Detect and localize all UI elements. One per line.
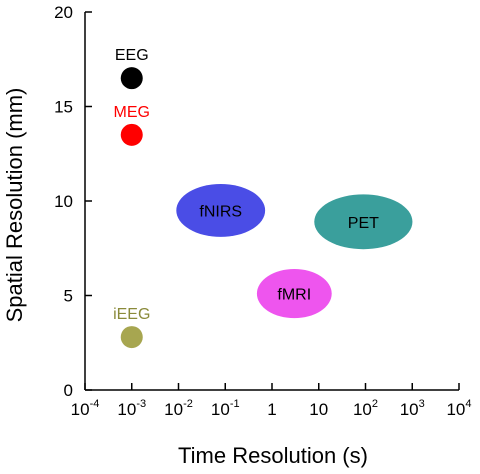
y-tick-label: 10 — [54, 192, 73, 211]
point-meg — [120, 123, 143, 146]
region-fnirs — [176, 183, 266, 237]
point-label-eeg: EEG — [115, 47, 149, 64]
y-tick-label: 15 — [54, 98, 73, 117]
region-label-fmri: fMRI — [277, 287, 311, 304]
x-tick-label: 104 — [446, 398, 471, 419]
y-tick-label: 5 — [64, 287, 73, 306]
y-tick-label: 20 — [54, 3, 73, 22]
x-tick-label: 1 — [267, 400, 276, 419]
region-label-pet: PET — [348, 215, 379, 232]
x-axis-title: Time Resolution (s) — [178, 443, 368, 468]
region-label-fnirs: fNIRS — [199, 203, 242, 220]
region-pet — [314, 194, 413, 250]
x-tick-label: 102 — [353, 398, 378, 419]
point-ieeg — [120, 326, 143, 349]
x-tick-label: 10-3 — [117, 398, 146, 419]
y-tick-label: 0 — [64, 381, 73, 400]
points: EEG MEG iEEG — [113, 47, 150, 349]
x-tick-label: 103 — [400, 398, 425, 419]
point-eeg — [120, 67, 143, 90]
point-label-ieeg: iEEG — [113, 306, 150, 323]
x-tick-label: 10-1 — [211, 398, 240, 419]
y-axis-title: Spatial Resolution (mm) — [2, 88, 27, 323]
point-label-meg: MEG — [114, 104, 150, 121]
tick-labels: 0 5 10 15 20 10-4 10-3 10-2 10-1 1 10 102 103 104 — [54, 3, 471, 419]
region-fmri — [256, 269, 332, 319]
x-tick-label: 10-4 — [71, 398, 100, 419]
x-tick-label: 10 — [309, 400, 328, 419]
axes — [84, 11, 460, 391]
regions: fNIRS PET fMRI — [176, 183, 413, 319]
x-tick-label: 10-2 — [164, 398, 193, 419]
